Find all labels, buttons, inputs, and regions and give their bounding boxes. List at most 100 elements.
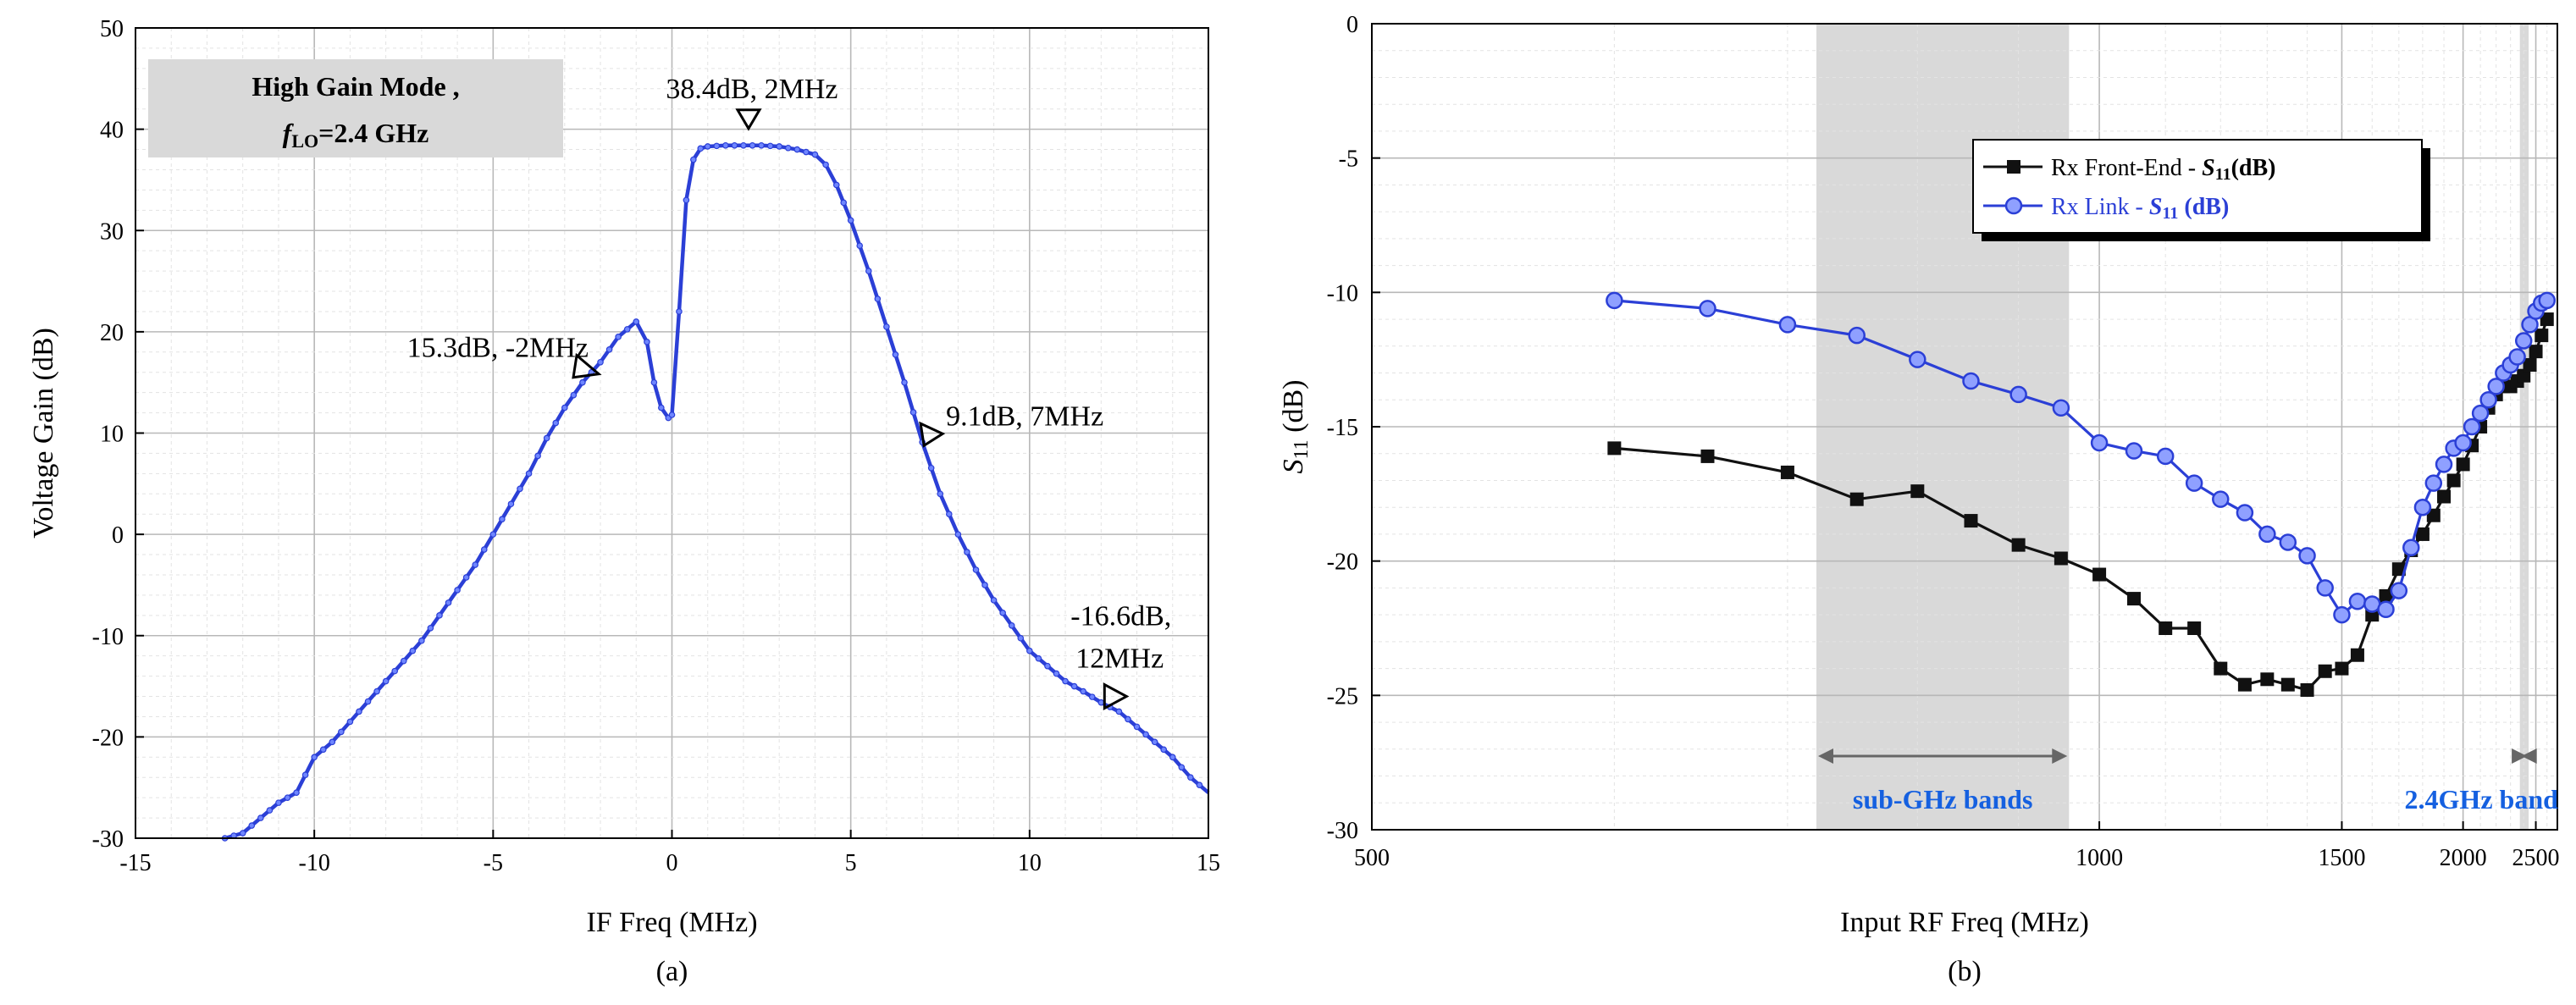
legend-rx-link-sub: 11 bbox=[2162, 204, 2178, 223]
y-tick-label: -30 bbox=[1327, 818, 1358, 844]
gain-point bbox=[346, 718, 354, 726]
gain-point bbox=[1080, 687, 1086, 695]
rx-link-s11-point bbox=[2538, 291, 2557, 310]
rx-link-s11-point bbox=[1606, 291, 1623, 310]
annotation-marker-7mhz bbox=[919, 421, 946, 448]
rx-link-s11-point bbox=[2348, 593, 2367, 610]
rx-link-s11-point bbox=[2298, 547, 2316, 565]
front-end-s11-point bbox=[2426, 508, 2441, 522]
legend-symbol-front-end bbox=[1983, 160, 2043, 174]
rx-link-s11-point bbox=[2487, 378, 2505, 395]
x-tick-label: 5 bbox=[845, 850, 857, 876]
front-end-s11-point bbox=[2127, 592, 2141, 606]
gain-point bbox=[722, 141, 729, 149]
front-end-s11-point bbox=[2011, 538, 2026, 552]
gain-point bbox=[597, 358, 604, 366]
gain-point bbox=[1044, 662, 1051, 670]
gain-point bbox=[436, 612, 443, 619]
front-end-s11-point bbox=[2214, 661, 2228, 676]
front-end-s11-point bbox=[2391, 562, 2406, 577]
rx-link-s11-point bbox=[2454, 433, 2472, 452]
rx-link-s11-point bbox=[2212, 490, 2230, 508]
legend-rx-link-s: S bbox=[2149, 194, 2163, 220]
panel-a-inset-line2: fLO=2.4 GHz bbox=[283, 118, 429, 152]
gain-point bbox=[1151, 738, 1158, 746]
annotation-neg2mhz-gain: 15.3dB, -2MHz bbox=[407, 333, 589, 364]
front-end-s11-point bbox=[2456, 457, 2470, 472]
rx-link-s11-point bbox=[2377, 600, 2395, 619]
gain-point bbox=[749, 141, 756, 149]
panel-a-voltage-gain: -15 -10 -5 0 5 10 15 -30 -20 -10 0 10 20 30 40 50 High… bbox=[28, 16, 1220, 987]
gain-point bbox=[668, 411, 676, 418]
gain-point bbox=[811, 151, 819, 158]
rx-link-s11-point bbox=[2471, 404, 2490, 422]
front-end-s11-point bbox=[2535, 329, 2549, 343]
legend-front-end-sub: 11 bbox=[2215, 165, 2231, 184]
gain-point bbox=[517, 485, 523, 493]
gain-point bbox=[683, 196, 690, 204]
gain-point bbox=[803, 148, 810, 156]
legend-rx-link-name: Rx Link - bbox=[2051, 194, 2149, 220]
gain-point bbox=[364, 698, 372, 705]
gain-point bbox=[489, 531, 497, 538]
rx-link-s11-point bbox=[2125, 442, 2143, 460]
gain-point bbox=[832, 181, 840, 189]
x-tick-label: 10 bbox=[1018, 850, 1042, 876]
y-tick-label: 0 bbox=[1346, 12, 1358, 38]
rx-link-s11-point bbox=[1699, 300, 1716, 318]
inset-lo-frequency: =2.4 GHz bbox=[318, 118, 428, 148]
panel-b-band-arrows bbox=[1818, 748, 2537, 764]
gain-point bbox=[311, 754, 318, 761]
gain-point bbox=[400, 657, 407, 665]
gain-point bbox=[847, 217, 854, 224]
panel-a-series bbox=[221, 141, 1210, 842]
panel-a-y-ticks: -30 -20 -10 0 10 20 30 40 50 bbox=[92, 16, 144, 853]
y-tick-label: -10 bbox=[92, 624, 124, 650]
inset-f-symbol: f bbox=[283, 118, 295, 148]
gain-point bbox=[776, 143, 783, 150]
gain-point bbox=[605, 346, 613, 353]
gain-point bbox=[445, 599, 452, 606]
front-end-s11-point bbox=[2237, 677, 2252, 692]
band-arrow-head-right bbox=[2052, 748, 2068, 764]
gain-point bbox=[301, 771, 309, 779]
gain-point bbox=[275, 799, 282, 806]
front-end-s11-point bbox=[2523, 358, 2537, 373]
x-tick-label: 2000 bbox=[2440, 845, 2487, 871]
gain-point bbox=[1187, 774, 1194, 781]
gain-point bbox=[507, 500, 515, 508]
gain-point bbox=[356, 708, 362, 715]
y-tick-label: 50 bbox=[100, 16, 124, 42]
gain-point bbox=[946, 511, 953, 518]
legend-circle-marker bbox=[2004, 196, 2023, 215]
rx-link-s11-point bbox=[2435, 456, 2453, 473]
rx-link-s11-point bbox=[2052, 399, 2070, 417]
rx-link-s11-point bbox=[1778, 316, 1797, 334]
gain-point bbox=[257, 814, 264, 821]
y-tick-label: 40 bbox=[100, 118, 124, 144]
gain-point bbox=[1035, 654, 1042, 662]
annotation-marker-peak bbox=[735, 108, 762, 131]
gain-point bbox=[1070, 682, 1078, 690]
gain-point bbox=[472, 561, 479, 568]
gain-point bbox=[676, 308, 683, 315]
y-tick-label: 30 bbox=[100, 218, 124, 245]
rx-link-s11-point bbox=[2514, 332, 2533, 350]
gain-point bbox=[373, 687, 380, 695]
front-end-s11-point bbox=[1780, 465, 1794, 479]
annotation-marker-12mhz bbox=[1103, 682, 1130, 711]
gain-point bbox=[964, 549, 970, 555]
rx-link-s11-point bbox=[2479, 391, 2497, 409]
x-tick-label: 2500 bbox=[2512, 845, 2560, 871]
annotation-7mhz-gain: 9.1dB, 7MHz bbox=[946, 400, 1103, 432]
front-end-s11-point bbox=[2054, 551, 2068, 566]
legend-symbol-rx-link bbox=[1983, 196, 2043, 215]
gain-point bbox=[561, 404, 568, 411]
gain-point bbox=[1008, 621, 1015, 629]
annotation-marker-neg2mhz bbox=[572, 352, 602, 379]
gain-point bbox=[480, 546, 488, 553]
panel-b-x-axis-title: Input RF Freq (MHz) bbox=[1840, 907, 2089, 938]
front-end-s11-point bbox=[2159, 621, 2173, 635]
gain-point bbox=[462, 574, 470, 581]
gain-point bbox=[840, 199, 848, 207]
